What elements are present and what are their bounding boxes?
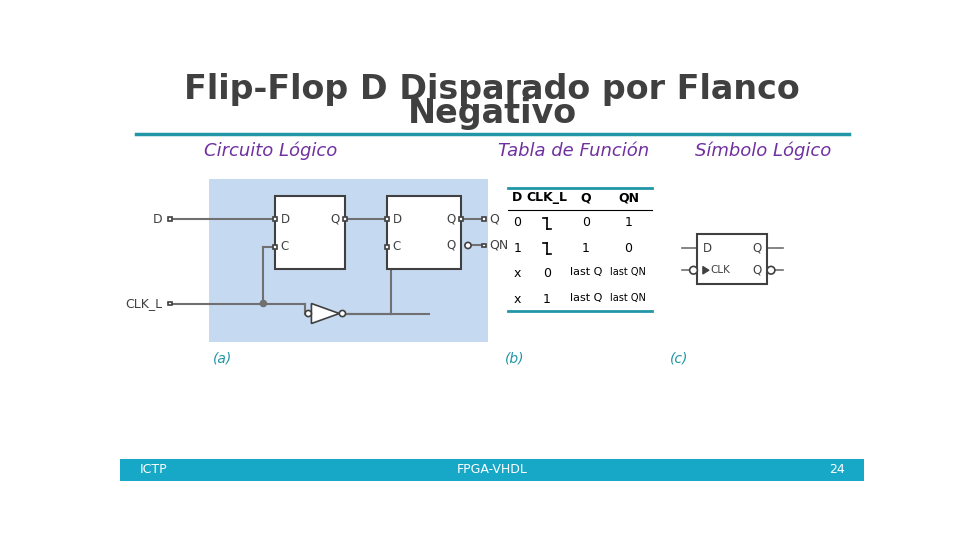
Text: last Q: last Q — [569, 267, 602, 278]
Text: 24: 24 — [828, 463, 845, 476]
Circle shape — [305, 310, 311, 316]
Bar — [385, 245, 390, 249]
Bar — [168, 217, 172, 221]
Text: Q: Q — [753, 264, 761, 276]
Circle shape — [767, 266, 775, 274]
Text: Tabla de Función: Tabla de Función — [498, 142, 649, 160]
Text: 1: 1 — [582, 242, 589, 255]
Text: Q: Q — [446, 239, 456, 252]
Bar — [482, 217, 486, 221]
Text: Flip-Flop D Disparado por Flanco: Flip-Flop D Disparado por Flanco — [184, 72, 800, 105]
Text: last QN: last QN — [611, 293, 646, 303]
Bar — [385, 217, 390, 221]
Text: 0: 0 — [624, 242, 633, 255]
Bar — [343, 217, 347, 221]
Bar — [273, 245, 276, 249]
Text: (c): (c) — [670, 351, 688, 365]
Text: FPGA-VHDL: FPGA-VHDL — [457, 463, 527, 476]
Bar — [273, 217, 276, 221]
FancyBboxPatch shape — [388, 195, 461, 269]
Bar — [168, 301, 172, 306]
Text: Q: Q — [330, 213, 339, 226]
Bar — [482, 244, 486, 247]
Circle shape — [260, 300, 267, 307]
Text: x: x — [514, 293, 521, 306]
Text: C: C — [280, 240, 289, 253]
Text: (a): (a) — [213, 351, 232, 365]
FancyBboxPatch shape — [275, 195, 345, 269]
Text: ICTP: ICTP — [139, 463, 167, 476]
Polygon shape — [703, 266, 709, 274]
Text: D: D — [393, 213, 402, 226]
Text: Negativo: Negativo — [407, 97, 577, 130]
Text: last QN: last QN — [611, 267, 646, 278]
Text: x: x — [514, 267, 521, 280]
Text: Q: Q — [490, 213, 499, 226]
Circle shape — [689, 266, 697, 274]
Text: Símbolo Lógico: Símbolo Lógico — [695, 142, 831, 160]
Text: Q: Q — [581, 191, 591, 204]
Text: D: D — [512, 191, 522, 204]
Text: Q: Q — [753, 242, 761, 255]
Text: (b): (b) — [505, 351, 525, 365]
Text: 1: 1 — [543, 293, 551, 306]
Text: 0: 0 — [582, 217, 589, 230]
Text: 1: 1 — [514, 242, 521, 255]
Text: CLK_L: CLK_L — [126, 297, 162, 310]
Text: last Q: last Q — [569, 293, 602, 303]
Text: QN: QN — [490, 239, 509, 252]
Text: Q: Q — [446, 213, 456, 226]
Text: C: C — [393, 240, 401, 253]
Text: QN: QN — [618, 191, 639, 204]
Circle shape — [339, 310, 346, 316]
Bar — [459, 217, 463, 221]
Text: CLK_L: CLK_L — [526, 191, 567, 204]
Text: 0: 0 — [543, 267, 551, 280]
Text: D: D — [703, 242, 712, 255]
Circle shape — [465, 242, 471, 248]
Text: D: D — [280, 213, 290, 226]
Text: 1: 1 — [624, 217, 633, 230]
FancyBboxPatch shape — [697, 234, 767, 284]
Text: Circuito Lógico: Circuito Lógico — [204, 142, 338, 160]
Text: D: D — [153, 213, 162, 226]
FancyBboxPatch shape — [120, 459, 864, 481]
Polygon shape — [311, 303, 339, 323]
Text: CLK: CLK — [710, 265, 731, 275]
Text: 0: 0 — [514, 217, 521, 230]
FancyBboxPatch shape — [209, 179, 488, 342]
